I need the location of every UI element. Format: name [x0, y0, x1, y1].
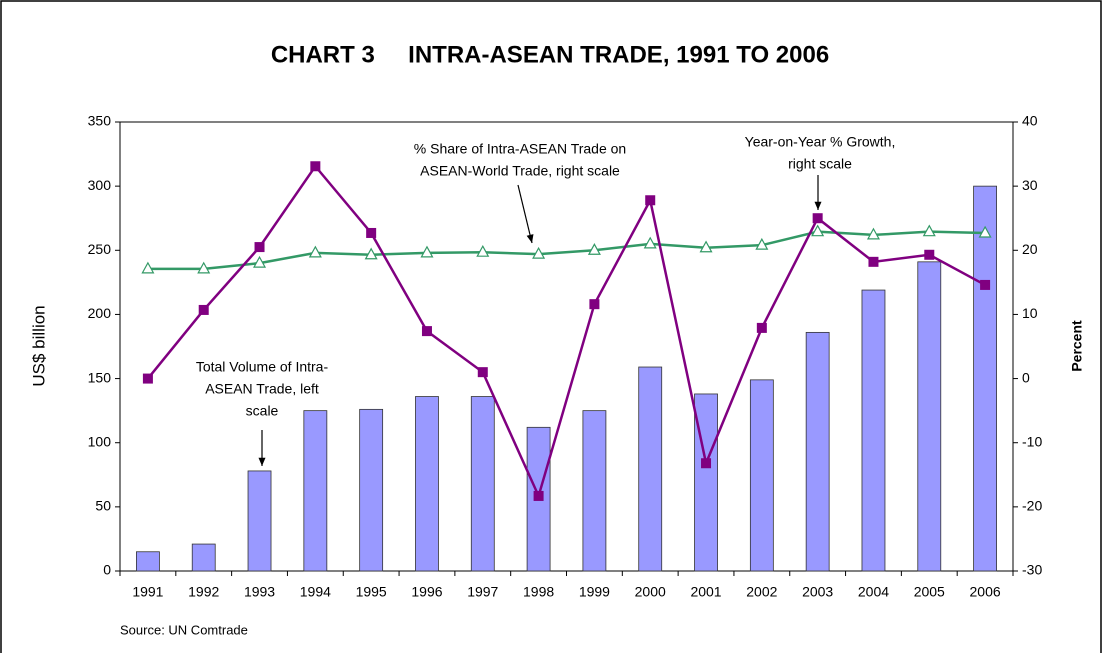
- marker: [533, 490, 544, 501]
- x-tick-label: 1997: [467, 584, 498, 600]
- marker: [922, 224, 936, 237]
- x-tick-label: 2003: [802, 584, 833, 600]
- marker: [978, 225, 992, 238]
- x-tick-label: 1992: [188, 584, 219, 600]
- y-tick-label: 200: [88, 305, 112, 321]
- bar: [917, 261, 942, 572]
- y-tick-label: 250: [88, 241, 112, 257]
- x-tick-label: 2004: [858, 584, 889, 600]
- bar: [749, 379, 774, 572]
- bar: [303, 410, 328, 572]
- x-tick-label: 1999: [579, 584, 610, 600]
- annotation-arrow: [517, 184, 533, 244]
- x-tick-label: 1991: [132, 584, 163, 600]
- marker: [142, 373, 153, 384]
- x-tick-label: 2001: [690, 584, 721, 600]
- bar: [638, 366, 663, 572]
- marker: [366, 227, 377, 238]
- bar: [247, 470, 272, 572]
- line-series: [146, 164, 986, 500]
- x-tick-label: 1996: [411, 584, 442, 600]
- marker: [643, 236, 657, 249]
- marker: [924, 249, 935, 260]
- y2-tick-label: -30: [1022, 562, 1042, 578]
- bar: [136, 551, 160, 572]
- y2-tick-label: 30: [1022, 177, 1038, 193]
- marker: [866, 227, 880, 240]
- x-tick-label: 1998: [523, 584, 554, 600]
- x-tick-label: 2006: [970, 584, 1001, 600]
- marker: [756, 322, 767, 333]
- marker: [253, 255, 267, 268]
- marker: [308, 245, 322, 258]
- bar: [973, 185, 997, 572]
- marker: [645, 195, 656, 206]
- annotation: ASEAN Trade, left: [205, 381, 319, 397]
- x-tick-label: 2002: [746, 584, 777, 600]
- marker: [811, 224, 825, 237]
- y2-tick-label: -10: [1022, 433, 1042, 449]
- x-tick-label: 2005: [914, 584, 945, 600]
- marker: [587, 243, 601, 255]
- marker: [868, 256, 879, 267]
- marker: [364, 247, 378, 260]
- arrow-head: [814, 201, 822, 210]
- x-tick-label: 1994: [300, 584, 331, 600]
- marker: [532, 246, 546, 259]
- y2-tick-label: 10: [1022, 305, 1038, 321]
- annotation: Year-on-Year % Growth,: [745, 134, 896, 150]
- bar: [415, 396, 439, 572]
- y-tick-label: 300: [88, 177, 112, 193]
- bar: [191, 543, 216, 572]
- marker: [421, 326, 432, 337]
- marker: [420, 245, 434, 258]
- y-tick-label: 50: [95, 498, 111, 514]
- y2-tick-label: -20: [1022, 498, 1042, 514]
- marker: [699, 240, 713, 253]
- marker: [477, 367, 488, 378]
- marker: [812, 213, 823, 224]
- marker: [254, 242, 265, 253]
- marker: [755, 237, 769, 250]
- bar: [805, 331, 830, 572]
- x-tick-label: 1993: [244, 584, 275, 600]
- y-tick-label: 350: [88, 113, 112, 129]
- marker: [141, 261, 155, 274]
- chart-title: CHART 3 INTRA-ASEAN TRADE, 1991 TO 2006: [271, 41, 829, 68]
- y-axis-label: US$ billion: [29, 305, 48, 386]
- marker: [980, 279, 991, 290]
- source-note: Source: UN Comtrade: [120, 622, 248, 637]
- y-tick-label: 100: [88, 433, 112, 449]
- arrow-head: [526, 234, 534, 243]
- marker: [198, 304, 209, 315]
- bar: [359, 408, 384, 572]
- annotation: ASEAN-World Trade, right scale: [420, 163, 620, 179]
- arrow-head: [258, 457, 266, 466]
- y2-tick-label: 40: [1022, 113, 1038, 129]
- marker: [476, 244, 490, 257]
- bar: [861, 289, 886, 572]
- y2-tick-label: 20: [1022, 241, 1038, 257]
- line-series: [147, 230, 986, 271]
- marker: [701, 458, 712, 469]
- x-tick-label: 1995: [356, 584, 387, 600]
- x-tick-label: 2000: [635, 584, 666, 600]
- marker: [310, 161, 321, 172]
- y-tick-label: 150: [88, 369, 112, 385]
- marker: [589, 299, 600, 310]
- y2-tick-label: 0: [1022, 369, 1030, 385]
- y-tick-label: 0: [103, 562, 111, 578]
- bar: [582, 410, 607, 572]
- annotation: Total Volume of Intra-: [196, 359, 329, 375]
- bar: [470, 396, 495, 572]
- annotation: scale: [246, 403, 279, 419]
- y2-axis-label: Percent: [1069, 320, 1085, 372]
- annotation: % Share of Intra-ASEAN Trade on: [414, 141, 626, 157]
- marker: [197, 261, 211, 274]
- annotation: right scale: [788, 156, 852, 172]
